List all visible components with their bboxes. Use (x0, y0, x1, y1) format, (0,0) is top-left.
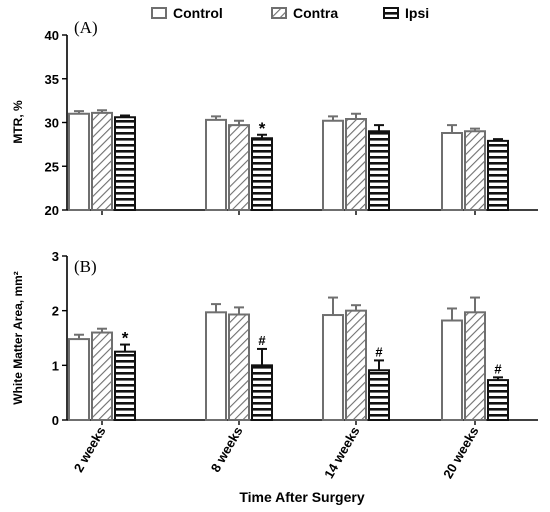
panel-a-significance-marker: * (259, 119, 266, 138)
panel-b-significance-marker: # (375, 344, 383, 359)
panel-b-bar-ipsi (368, 369, 390, 421)
panel-b-significance-marker: * (122, 329, 129, 348)
panel-b-white-matter-chart: (B) White Matter Area, mm² 0 1 2 3 2 weeks 8 … (11, 249, 538, 481)
legend-swatch-contra (271, 7, 287, 19)
panel-a-bar-contra (91, 111, 113, 211)
panel-a-y-tick-label: 35 (45, 72, 59, 87)
panel-a-y-tick-label: 20 (45, 203, 59, 218)
panel-a-bar-control (205, 118, 227, 211)
panel-b-bar-contra (464, 311, 486, 422)
panel-b-y-tick-label: 1 (52, 358, 59, 373)
panel-b-bar-control (441, 319, 463, 421)
panel-b-bar-ipsi (487, 379, 509, 421)
panel-b-significance-marker: # (494, 361, 502, 376)
panel-b-bar-contra (345, 309, 367, 421)
x-tick-label: 2 weeks (71, 424, 109, 475)
panel-a-bar-ipsi (368, 130, 390, 211)
panel-a-y-tick-label: 40 (45, 28, 59, 43)
panel-b-bar-control (68, 338, 90, 421)
x-tick-label: 20 weeks (440, 424, 482, 481)
panel-b-y-tick-label: 0 (52, 413, 59, 428)
panel-a-bar-ipsi (114, 116, 136, 211)
panel-b-y-tick-label: 2 (52, 304, 59, 319)
panel-b-bar-contra (91, 331, 113, 421)
panel-a-y-tick-label: 25 (45, 159, 59, 174)
panel-b-bar-control (322, 314, 344, 422)
panel-a-bar-ipsi (251, 137, 273, 211)
panel-a-mtr-chart: (A) MTR, % 20 25 30 35 40 * (11, 18, 538, 218)
panel-a-bar-ipsi (487, 139, 509, 211)
x-tick-label: 14 weeks (321, 424, 363, 481)
legend-label-ipsi: Ipsi (405, 5, 429, 21)
x-tick-label: 8 weeks (208, 424, 246, 475)
legend-label-contra: Contra (293, 5, 338, 21)
panel-b-bar-ipsi (251, 364, 273, 422)
panel-a-bar-contra (345, 118, 367, 211)
panel-a-bar-control (68, 112, 90, 211)
panel-a-y-tick-label: 30 (45, 116, 59, 131)
panel-b-y-tick-label: 3 (52, 249, 59, 264)
panel-a-bar-contra (464, 130, 486, 211)
legend: Control Contra Ipsi (151, 5, 429, 21)
panel-b-y-axis-label: White Matter Area, mm² (11, 271, 25, 405)
x-axis-title: Time After Surgery (239, 489, 364, 505)
panel-b-label: (B) (74, 257, 97, 276)
legend-label-control: Control (173, 5, 223, 21)
panel-a-label: (A) (74, 18, 98, 37)
panel-b-bar-control (205, 311, 227, 422)
panel-a-bar-control (441, 132, 463, 211)
panel-b-bar-contra (228, 313, 250, 422)
legend-swatch-control (151, 7, 167, 19)
panel-b-significance-marker: # (258, 333, 266, 348)
panel-a-bar-control (322, 119, 344, 211)
legend-swatch-ipsi (383, 7, 399, 19)
panel-b-plot-area: 0 1 2 3 2 weeks 8 weeks 14 weeks 20 weeks * # # # (52, 249, 538, 481)
panel-a-plot-area: 20 25 30 35 40 * (45, 28, 538, 218)
panel-a-y-axis-label: MTR, % (11, 100, 25, 144)
panel-b-bar-ipsi (114, 350, 136, 421)
panel-a-bar-contra (228, 124, 250, 211)
